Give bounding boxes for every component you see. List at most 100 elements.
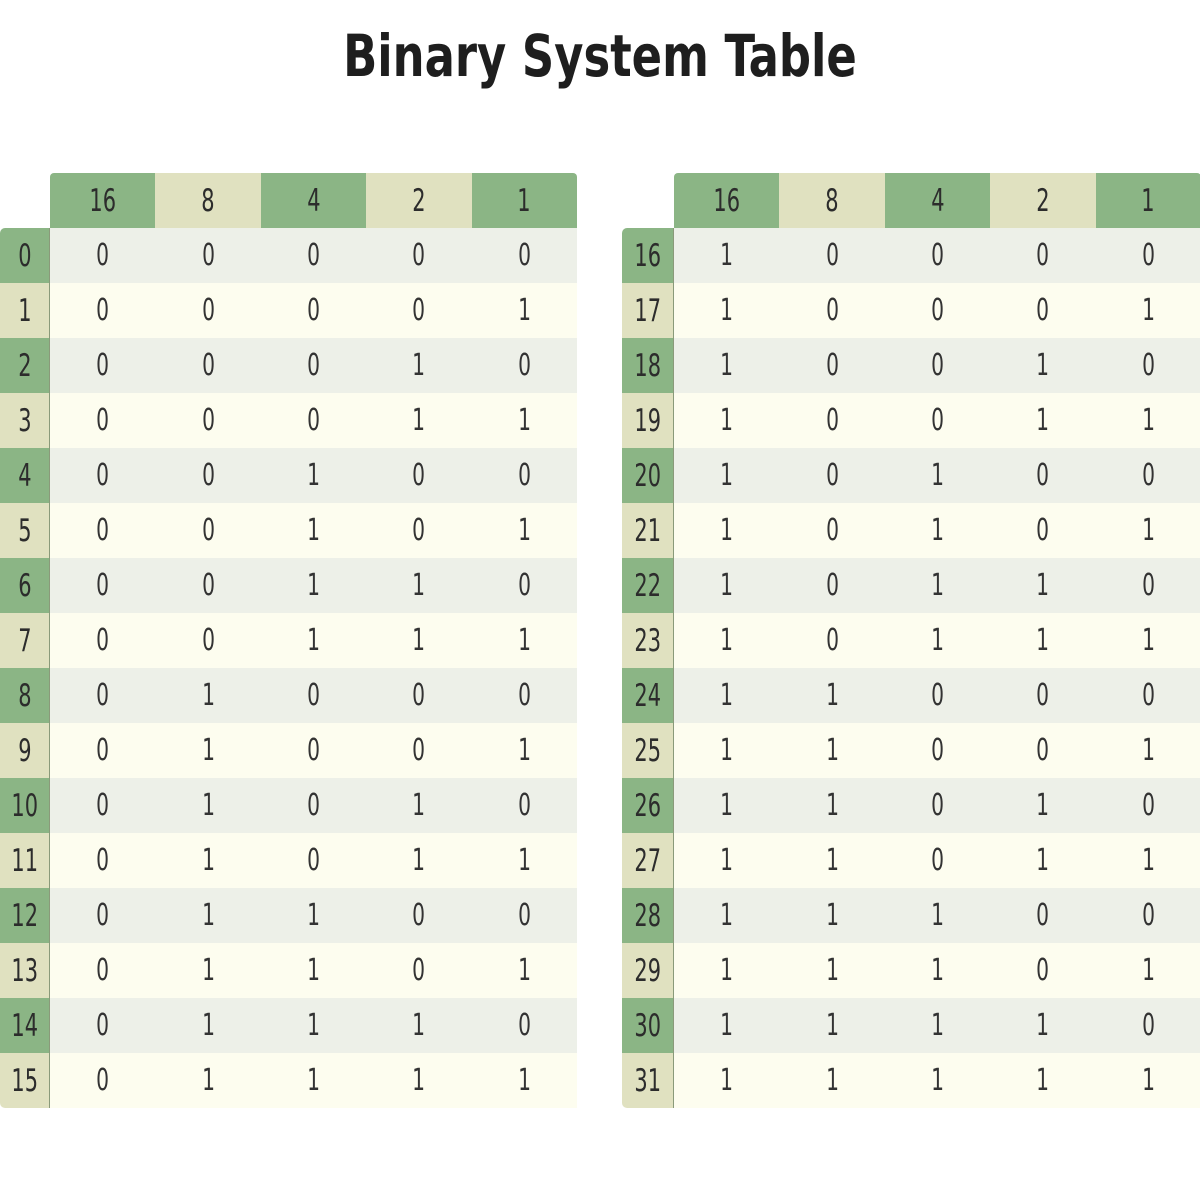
bit-cell: 0: [471, 228, 577, 283]
table-row: 22 1 0 1 1 0: [622, 558, 1200, 613]
decimal-value: 30: [634, 1007, 661, 1044]
bit-value: 0: [412, 513, 426, 548]
bit-value: 1: [412, 348, 426, 383]
bit-cell: 1: [779, 833, 885, 888]
bit-cell: 1: [884, 1053, 991, 1108]
table-row: 10 0 1 0 1 0: [0, 778, 577, 833]
bit-value: 0: [517, 238, 531, 273]
bit-value: 0: [96, 293, 110, 328]
bit-value: 0: [517, 678, 531, 713]
bit-value: 1: [825, 1063, 839, 1098]
decimal-value: 0: [17, 237, 32, 274]
bit-cell: 1: [366, 613, 472, 668]
row-label: 13: [0, 943, 50, 998]
column-header-label: 16: [89, 182, 117, 219]
table-row: 5 0 0 1 0 1: [0, 503, 577, 558]
bit-value: 0: [96, 788, 110, 823]
bit-cell: 1: [471, 393, 577, 448]
bit-cell: 0: [1095, 888, 1200, 943]
bit-cell: 0: [260, 723, 367, 778]
bit-cell: 1: [155, 668, 261, 723]
bit-value: 1: [825, 678, 839, 713]
bit-cell: 0: [779, 613, 885, 668]
row-label: 20: [622, 448, 674, 503]
bit-value: 0: [307, 733, 320, 768]
bit-value: 0: [1141, 898, 1155, 933]
bit-cell: 1: [674, 943, 780, 998]
bit-cell: 0: [779, 448, 885, 503]
row-label: 31: [622, 1053, 674, 1108]
bit-value: 1: [412, 1008, 426, 1043]
decimal-value: 6: [17, 567, 32, 604]
decimal-value: 11: [11, 842, 38, 879]
bit-cell: 1: [674, 613, 780, 668]
column-header-label: 2: [1036, 182, 1050, 219]
bit-value: 1: [517, 293, 531, 328]
row-label: 0: [0, 228, 50, 283]
bit-value: 0: [1141, 348, 1155, 383]
bit-cell: 0: [884, 393, 991, 448]
bit-value: 0: [96, 1008, 110, 1043]
bit-cell: 1: [990, 833, 1096, 888]
bit-cell: 0: [50, 338, 156, 393]
bit-value: 0: [412, 953, 426, 988]
bit-cell: 1: [155, 998, 261, 1053]
decimal-value: 4: [17, 457, 32, 494]
bit-value: 1: [307, 568, 320, 603]
bit-cell: 0: [471, 778, 577, 833]
decimal-value: 29: [634, 952, 661, 989]
table-row: 17 1 0 0 0 1: [622, 283, 1200, 338]
bit-value: 0: [201, 458, 215, 493]
bit-value: 1: [1036, 623, 1050, 658]
bit-cell: 1: [884, 613, 991, 668]
bit-value: 1: [720, 843, 734, 878]
bit-value: 0: [201, 348, 215, 383]
row-label: 28: [622, 888, 674, 943]
bit-cell: 1: [366, 338, 472, 393]
column-header-16: 16: [50, 173, 156, 228]
bit-cell: 0: [366, 668, 472, 723]
bit-cell: 1: [155, 833, 261, 888]
bit-value: 0: [412, 678, 426, 713]
bit-value: 0: [412, 293, 426, 328]
row-label: 24: [622, 668, 674, 723]
bit-cell: 0: [990, 283, 1096, 338]
bit-value: 1: [720, 458, 734, 493]
bit-value: 0: [931, 788, 944, 823]
bit-value: 1: [720, 733, 734, 768]
bit-cell: 0: [990, 448, 1096, 503]
bit-cell: 1: [1095, 393, 1200, 448]
table-row: 13 0 1 1 0 1: [0, 943, 577, 998]
bit-value: 1: [931, 513, 944, 548]
decimal-value: 27: [634, 842, 661, 879]
bit-value: 0: [825, 403, 839, 438]
bit-cell: 0: [50, 228, 156, 283]
row-label: 17: [622, 283, 674, 338]
bit-cell: 0: [779, 338, 885, 393]
bit-cell: 0: [884, 338, 991, 393]
decimal-value: 25: [634, 732, 661, 769]
column-header-label: 4: [930, 182, 945, 219]
row-label: 23: [622, 613, 674, 668]
bit-value: 0: [1141, 1008, 1155, 1043]
bit-cell: 0: [366, 283, 472, 338]
bit-cell: 0: [155, 283, 261, 338]
row-label: 29: [622, 943, 674, 998]
decimal-value: 3: [17, 402, 32, 439]
bit-cell: 0: [260, 778, 367, 833]
bit-value: 0: [931, 678, 944, 713]
table-row: 2 0 0 0 1 0: [0, 338, 577, 393]
bit-value: 0: [201, 293, 215, 328]
bit-value: 1: [720, 788, 734, 823]
bit-value: 1: [1141, 953, 1155, 988]
column-header-label: 1: [1141, 182, 1155, 219]
bit-cell: 1: [366, 393, 472, 448]
row-label: 19: [622, 393, 674, 448]
decimal-value: 10: [11, 787, 38, 824]
bit-value: 1: [201, 898, 215, 933]
bit-value: 1: [517, 403, 531, 438]
table-row: 30 1 1 1 1 0: [622, 998, 1200, 1053]
decimal-value: 2: [17, 347, 32, 384]
bit-value: 0: [412, 898, 426, 933]
column-header-16: 16: [674, 173, 780, 228]
